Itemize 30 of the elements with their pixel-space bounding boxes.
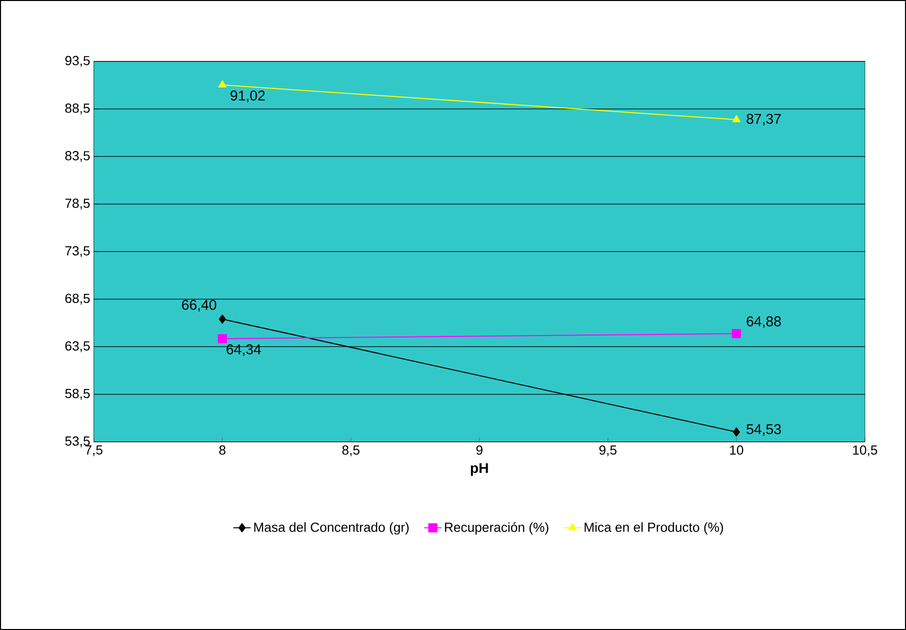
x-axis-title: pH — [470, 463, 488, 476]
point — [732, 329, 741, 338]
point — [218, 314, 226, 324]
legend-label: Masa del Concentrado (gr) — [254, 522, 409, 534]
data-label: 66,40 — [182, 300, 216, 312]
point — [218, 334, 227, 344]
x-tick-label: 10,5 — [853, 445, 878, 456]
y-tick-label: 83,5 — [65, 151, 90, 162]
legend-label: Mica en el Producto (%) — [584, 522, 724, 534]
x-tick-label: 7,5 — [85, 445, 102, 456]
data-label: 64,34 — [226, 344, 261, 356]
x-tick-label: 10 — [730, 445, 744, 455]
x-tick-label: 8,5 — [342, 445, 360, 456]
legend-label: Recuperación (%) — [445, 522, 548, 535]
data-label: 64,88 — [746, 316, 781, 328]
y-tick-label: 93,5 — [65, 56, 90, 67]
y-tick-label: 63,5 — [65, 341, 90, 352]
x-tick-label: 9 — [476, 445, 482, 455]
y-tick-label: 78,5 — [65, 198, 90, 210]
data-label: 91,02 — [230, 90, 265, 102]
y-tick-label: 53,5 — [65, 436, 90, 448]
y-tick-label: 68,5 — [65, 294, 90, 305]
data-label: 54,53 — [746, 424, 781, 436]
point — [732, 427, 740, 437]
x-tick-label: 9,5 — [599, 445, 616, 456]
data-label: 87,37 — [746, 114, 781, 126]
y-tick-label: 88,5 — [65, 103, 90, 114]
x-tick-label: 8 — [219, 445, 226, 455]
y-tick-label: 73,5 — [65, 246, 90, 258]
y-tick-label: 58,5 — [65, 388, 90, 400]
